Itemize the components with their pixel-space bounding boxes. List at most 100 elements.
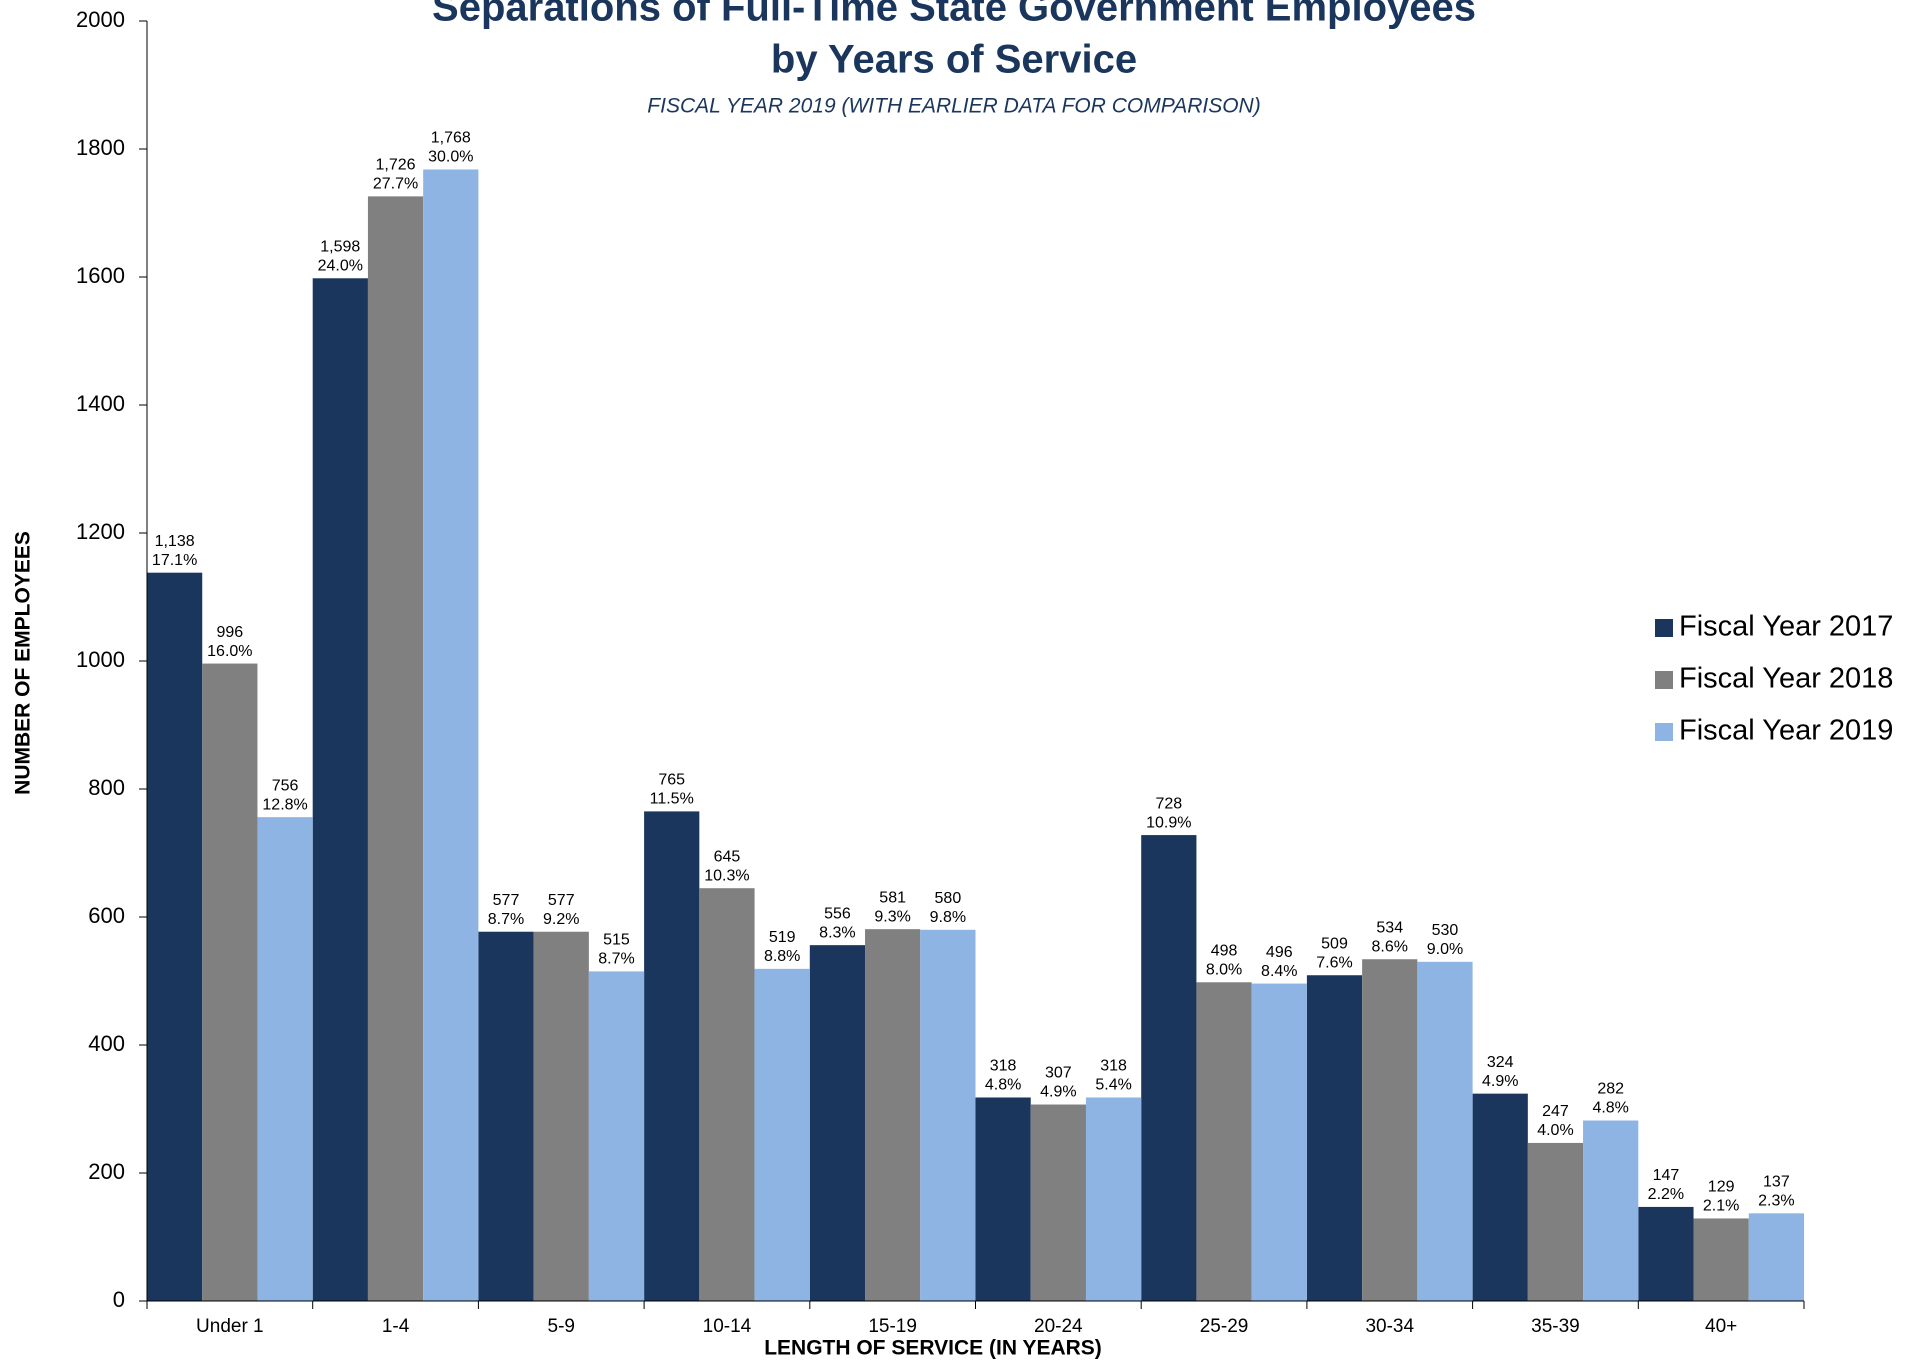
y-tick-label: 1400 <box>76 391 125 416</box>
bar <box>1196 982 1252 1301</box>
value-label: 581 <box>879 889 906 906</box>
bar <box>478 931 534 1301</box>
percent-label: 27.7% <box>373 176 418 193</box>
bar <box>1085 1097 1142 1301</box>
y-tick-label: 200 <box>88 1159 125 1184</box>
bar <box>147 572 203 1301</box>
value-label: 515 <box>603 932 630 949</box>
bar <box>1362 959 1418 1301</box>
percent-label: 8.6% <box>1372 938 1408 955</box>
value-label: 496 <box>1266 944 1293 961</box>
y-tick-label: 2000 <box>76 7 125 32</box>
percent-label: 7.6% <box>1316 954 1352 971</box>
value-label: 318 <box>1100 1058 1127 1075</box>
percent-label: 8.7% <box>488 911 524 928</box>
percent-label: 10.3% <box>704 867 749 884</box>
percent-label: 17.1% <box>152 552 197 569</box>
legend-label: Fiscal Year 2019 <box>1679 715 1893 747</box>
x-axis-label: LENGTH OF SERVICE (IN YEARS) <box>764 1337 1102 1360</box>
chart-title: by Years of Service <box>771 38 1137 82</box>
value-label: 577 <box>548 892 575 909</box>
x-tick-label: 40+ <box>1705 1316 1737 1337</box>
value-label: 577 <box>493 892 520 909</box>
bar <box>644 811 700 1301</box>
legend-swatch <box>1655 671 1673 689</box>
bar <box>1693 1218 1749 1301</box>
value-label: 645 <box>714 848 741 865</box>
bar <box>1472 1093 1528 1301</box>
bar <box>1638 1206 1694 1301</box>
x-tick-label: 15-19 <box>868 1316 917 1337</box>
bar <box>257 817 313 1301</box>
percent-label: 8.7% <box>598 951 634 968</box>
percent-label: 2.1% <box>1703 1198 1739 1215</box>
y-tick-label: 1000 <box>76 647 125 672</box>
bar <box>1417 961 1473 1301</box>
y-tick-label: 600 <box>88 903 125 928</box>
legend-swatch <box>1655 723 1673 741</box>
percent-label: 4.9% <box>1040 1084 1076 1101</box>
bar <box>423 169 479 1302</box>
value-label: 556 <box>824 905 851 922</box>
y-tick-label: 1600 <box>76 263 125 288</box>
legend-label: Fiscal Year 2017 <box>1679 611 1893 643</box>
x-tick-label: 35-39 <box>1531 1316 1580 1337</box>
value-label: 129 <box>1708 1179 1735 1196</box>
percent-label: 9.2% <box>543 911 579 928</box>
bar <box>865 929 921 1301</box>
bar <box>312 278 368 1301</box>
value-label: 147 <box>1653 1167 1680 1184</box>
chart-title: Separations of Full-Time State Governmen… <box>432 0 1476 30</box>
percent-label: 4.8% <box>1592 1100 1628 1117</box>
value-label: 318 <box>990 1058 1017 1075</box>
bar <box>1030 1104 1086 1301</box>
value-label: 247 <box>1542 1103 1569 1120</box>
percent-label: 2.3% <box>1758 1193 1794 1210</box>
percent-label: 16.0% <box>207 643 252 660</box>
percent-label: 8.3% <box>819 924 855 941</box>
bar <box>533 931 589 1301</box>
bar <box>1583 1120 1639 1301</box>
value-label: 324 <box>1487 1054 1514 1071</box>
bar <box>367 196 424 1302</box>
value-label: 765 <box>658 772 685 789</box>
value-label: 1,138 <box>155 533 195 550</box>
percent-label: 9.0% <box>1427 941 1463 958</box>
bar <box>699 888 755 1301</box>
percent-label: 4.9% <box>1482 1073 1518 1090</box>
percent-label: 8.4% <box>1261 963 1297 980</box>
value-label: 756 <box>272 777 299 794</box>
x-tick-label: Under 1 <box>196 1316 264 1337</box>
value-label: 728 <box>1155 795 1182 812</box>
percent-label: 30.0% <box>428 149 473 166</box>
value-label: 1,768 <box>431 130 471 147</box>
value-label: 1,598 <box>320 238 360 255</box>
legend-label: Fiscal Year 2018 <box>1679 663 1893 695</box>
bar <box>920 929 976 1301</box>
percent-label: 4.8% <box>985 1077 1021 1094</box>
value-label: 282 <box>1597 1081 1624 1098</box>
bar <box>975 1097 1031 1301</box>
value-label: 307 <box>1045 1065 1072 1082</box>
value-label: 519 <box>769 929 796 946</box>
bar <box>809 945 866 1301</box>
value-label: 498 <box>1211 942 1238 959</box>
percent-label: 5.4% <box>1095 1077 1131 1094</box>
value-label: 530 <box>1432 922 1459 939</box>
y-tick-label: 0 <box>113 1287 125 1312</box>
percent-label: 24.0% <box>318 257 363 274</box>
percent-label: 8.0% <box>1206 961 1242 978</box>
percent-label: 9.3% <box>874 908 910 925</box>
percent-label: 4.0% <box>1537 1122 1573 1139</box>
value-label: 137 <box>1763 1174 1790 1191</box>
bar <box>1527 1142 1584 1301</box>
percent-label: 11.5% <box>650 791 694 808</box>
percent-label: 12.8% <box>262 796 307 813</box>
bar <box>1306 975 1363 1301</box>
x-tick-label: 1-4 <box>382 1316 410 1337</box>
value-label: 509 <box>1321 935 1348 952</box>
chart-subtitle: FISCAL YEAR 2019 (WITH EARLIER DATA FOR … <box>647 95 1260 118</box>
percent-label: 2.2% <box>1648 1186 1684 1203</box>
value-label: 1,726 <box>376 157 416 174</box>
